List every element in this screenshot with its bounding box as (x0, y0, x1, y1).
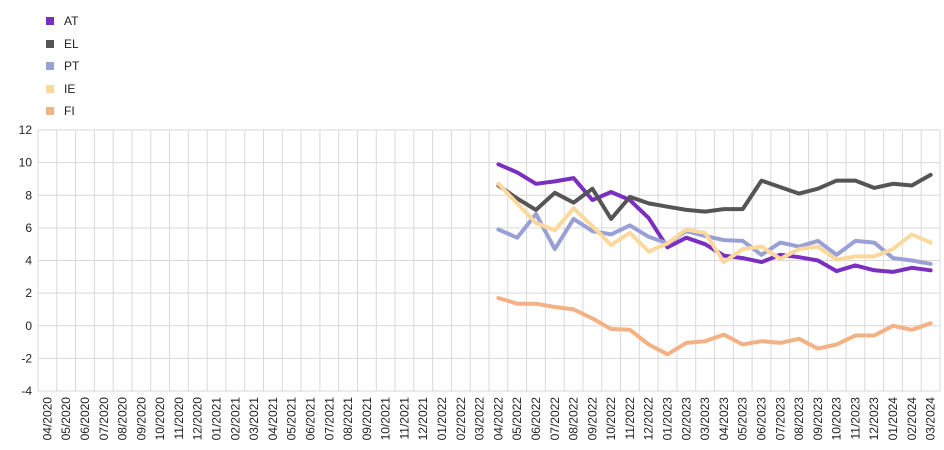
y-tick-label: 4 (25, 254, 32, 268)
x-tick-label: 11/2023 (848, 397, 862, 440)
x-tick-label: 08/2020 (116, 397, 130, 441)
legend-item-fi: FI (46, 100, 79, 123)
x-tick-label: 09/2022 (585, 397, 599, 441)
legend-item-ie: IE (46, 78, 79, 101)
x-tick-label: 10/2023 (830, 397, 844, 441)
x-tick-label: 09/2021 (360, 397, 374, 441)
x-tick-label: 03/2024 (924, 397, 938, 441)
x-tick-label: 12/2022 (642, 397, 656, 441)
x-tick-label: 03/2023 (698, 397, 712, 441)
x-tick-label: 12/2020 (191, 397, 205, 441)
legend-label: PT (64, 59, 80, 74)
legend-swatch (46, 84, 54, 93)
y-tick-label: -4 (21, 384, 32, 398)
x-tick-label: 09/2020 (134, 397, 148, 441)
x-tick-label: 06/2020 (78, 397, 92, 441)
series-line-ie (496, 181, 933, 265)
legend-label: EL (64, 36, 79, 51)
x-tick-label: 08/2022 (567, 397, 581, 441)
x-tick-label: 01/2024 (886, 397, 900, 441)
x-tick-label: 05/2020 (59, 397, 73, 441)
x-tick-label: 05/2023 (736, 397, 750, 441)
x-tick-label: 04/2020 (40, 397, 54, 441)
x-tick-label: 04/2021 (266, 397, 280, 441)
legend: AT EL PT IE FI (46, 10, 79, 123)
series-line-el (496, 172, 933, 221)
legend-swatch (46, 39, 54, 48)
x-tick-label: 06/2022 (529, 397, 543, 441)
x-tick-label: 01/2023 (661, 397, 675, 441)
x-tick-label: 08/2021 (341, 397, 355, 441)
y-tick-label: 12 (19, 123, 33, 137)
x-tick-label: 07/2021 (322, 397, 336, 441)
x-tick-label: 04/2022 (491, 397, 505, 441)
legend-item-el: EL (46, 33, 79, 56)
x-tick-label: 02/2023 (679, 397, 693, 441)
legend-swatch (46, 17, 54, 26)
legend-swatch (46, 62, 54, 71)
x-tick-label: 02/2024 (905, 397, 919, 441)
x-tick-label: 03/2021 (247, 397, 261, 441)
legend-item-at: AT (46, 10, 79, 33)
series-line-pt (496, 212, 933, 266)
x-tick-label: 10/2021 (379, 397, 393, 441)
x-tick-label: 08/2023 (792, 397, 806, 441)
x-tick-label: 07/2020 (97, 397, 111, 441)
series-line-fi (496, 296, 933, 357)
x-tick-label: 02/2021 (228, 397, 242, 441)
legend-label: AT (64, 14, 79, 29)
x-tick-label: 02/2022 (454, 397, 468, 441)
x-tick-label: 03/2022 (473, 397, 487, 441)
x-tick-label: 07/2022 (548, 397, 562, 441)
y-tick-label: 8 (25, 188, 32, 202)
x-tick-label: 01/2021 (210, 397, 224, 441)
x-tick-label: 10/2020 (153, 397, 167, 441)
y-tick-label: -2 (21, 351, 32, 365)
x-tick-label: 01/2022 (435, 397, 449, 441)
x-tick-label: 05/2022 (510, 397, 524, 441)
x-tick-label: 11/2022 (623, 397, 637, 440)
legend-label: FI (64, 104, 75, 119)
y-tick-label: 6 (25, 221, 32, 235)
x-tick-label: 07/2023 (773, 397, 787, 441)
legend-swatch (46, 107, 54, 116)
x-tick-label: 12/2021 (416, 397, 430, 441)
x-tick-label: 12/2023 (867, 397, 881, 441)
x-tick-label: 11/2020 (172, 397, 186, 440)
legend-item-pt: PT (46, 55, 79, 78)
x-tick-label: 09/2023 (811, 397, 825, 441)
x-tick-label: 05/2021 (285, 397, 299, 441)
y-tick-label: 2 (25, 286, 32, 300)
x-tick-label: 06/2023 (754, 397, 768, 441)
x-tick-label: 06/2021 (303, 397, 317, 441)
legend-label: IE (64, 81, 76, 96)
y-tick-label: 0 (25, 319, 32, 333)
x-tick-label: 10/2022 (604, 397, 618, 441)
x-tick-label: 11/2021 (397, 397, 411, 440)
x-tick-label: 04/2023 (717, 397, 731, 441)
y-tick-label: 10 (19, 156, 33, 170)
